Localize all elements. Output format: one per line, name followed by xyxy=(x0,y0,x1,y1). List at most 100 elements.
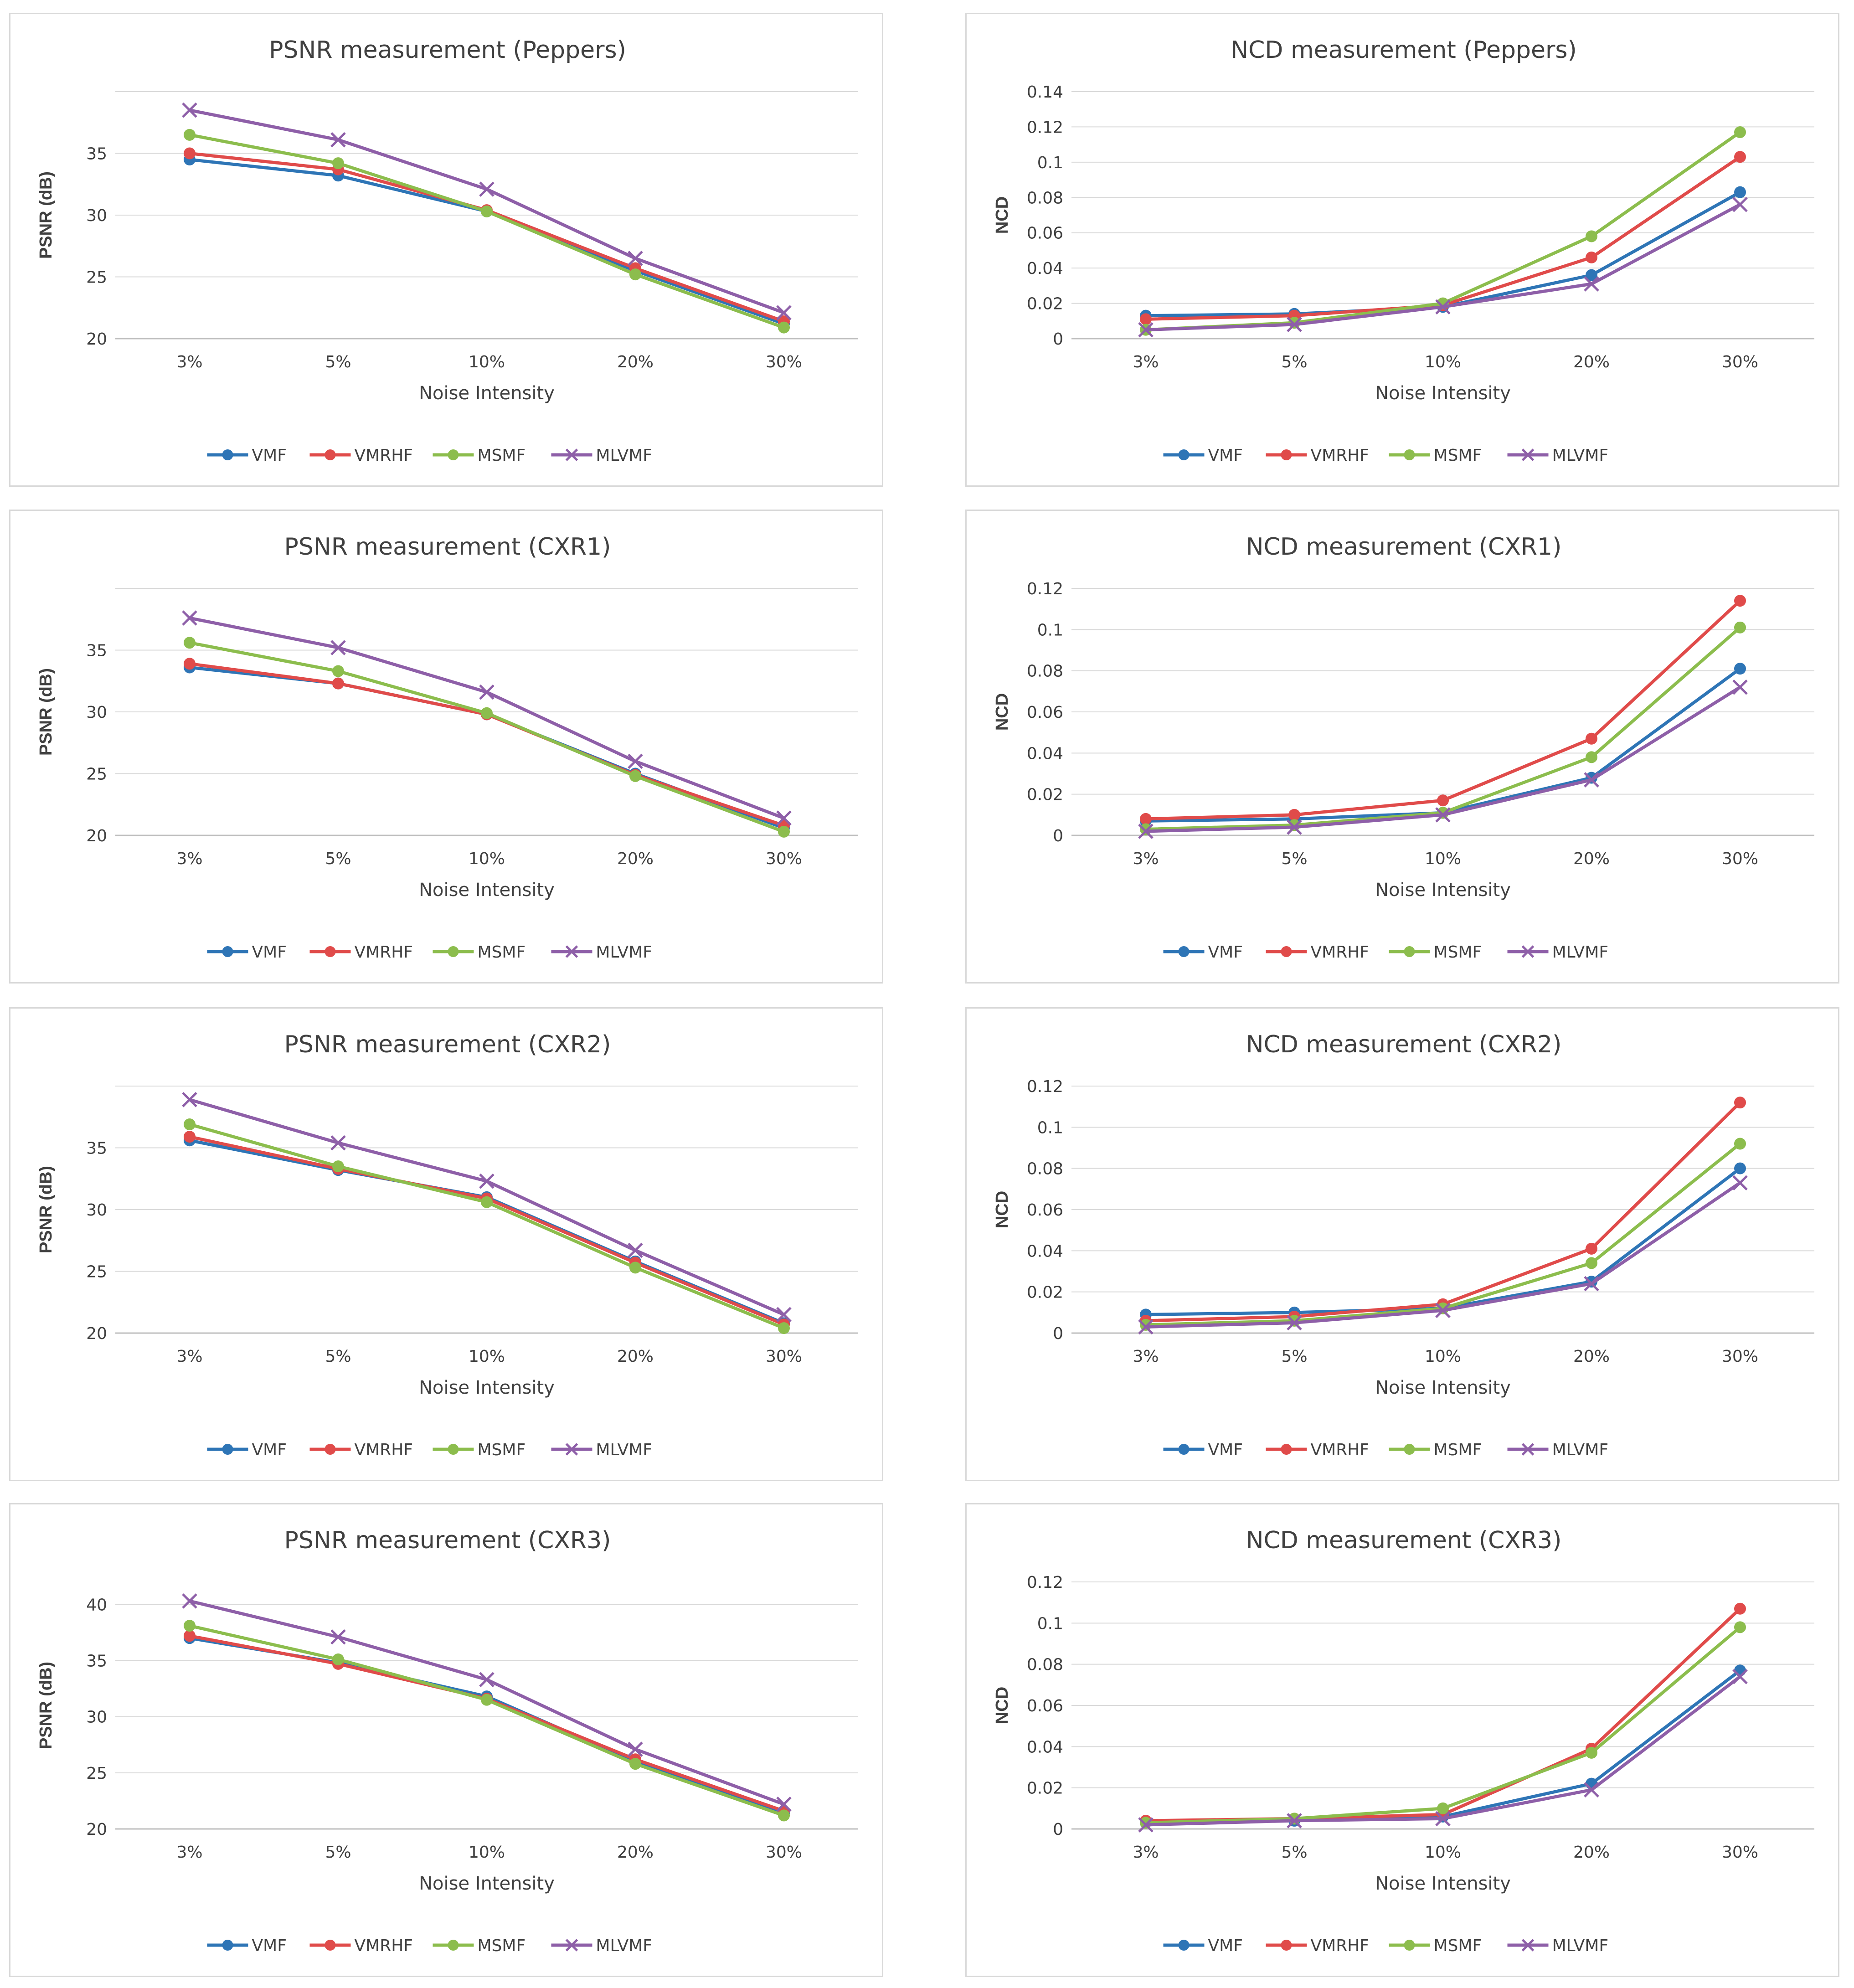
x-tick-label: 30% xyxy=(766,1843,802,1862)
x-axis-title: Noise Intensity xyxy=(419,383,555,404)
y-tick-label: 0 xyxy=(1053,1324,1063,1343)
x-tick-label: 5% xyxy=(1281,850,1307,868)
y-tick-label: 0.08 xyxy=(1027,662,1063,681)
legend-label: VMF xyxy=(1208,943,1243,962)
series-line-vmrhf xyxy=(1144,599,1742,821)
data-point-mlvmf xyxy=(776,810,792,826)
legend-label: MSMF xyxy=(478,1441,526,1459)
legend-item-vmf: VMF xyxy=(1163,943,1243,962)
y-axis-title: NCD xyxy=(993,196,1012,234)
legend-item-msmf: MSMF xyxy=(1389,1441,1482,1459)
data-point-mlvmf xyxy=(182,1092,197,1107)
series-line-vmrhf xyxy=(188,1135,786,1326)
chart-panel-psnr-cxr3: PSNR measurement (CXR3) 20 25 30 35 40 3% 5% 10%… xyxy=(9,1503,883,1977)
data-point-msmf xyxy=(1288,1314,1300,1327)
data-point-msmf xyxy=(629,1262,641,1274)
data-point-mlvmf xyxy=(1732,680,1748,695)
data-point-mlvmf xyxy=(182,1593,197,1609)
legend-label: VMRHF xyxy=(1311,446,1369,465)
series-line-msmf xyxy=(1144,1625,1742,1824)
legend-item-mlvmf: MLVMF xyxy=(1507,1936,1609,1955)
legend-label: MSMF xyxy=(1434,1441,1482,1459)
legend-label: VMF xyxy=(1208,446,1243,465)
y-tick-label: 30 xyxy=(86,1708,107,1727)
data-point-vmrhf xyxy=(332,677,344,690)
legend-label: MSMF xyxy=(1434,1936,1482,1955)
data-point-msmf xyxy=(332,1160,344,1173)
chart-title: NCD measurement (CXR2) xyxy=(1246,1031,1562,1058)
data-point-mlvmf xyxy=(628,753,643,769)
legend-item-vmrhf: VMRHF xyxy=(309,1936,413,1955)
legend-item-vmrhf: VMRHF xyxy=(1266,1936,1369,1955)
y-tick-label: 25 xyxy=(86,1263,107,1282)
data-point-mlvmf xyxy=(1435,299,1451,315)
x-tick-label: 10% xyxy=(1425,1843,1461,1862)
legend-label: MLVMF xyxy=(1552,1936,1609,1955)
y-tick-label: 0.12 xyxy=(1027,580,1063,598)
y-tick-label: 0.04 xyxy=(1027,744,1063,763)
y-tick-label: 0 xyxy=(1053,330,1063,349)
y-tick-label: 30 xyxy=(86,703,107,722)
legend-label: VMF xyxy=(252,1441,287,1459)
chart-title: PSNR measurement (Peppers) xyxy=(269,36,626,64)
legend-label: MLVMF xyxy=(596,943,653,962)
legend-label: MLVMF xyxy=(596,1441,653,1459)
data-point-vmrhf xyxy=(184,658,196,670)
x-tick-label: 3% xyxy=(1133,1347,1159,1366)
x-tick-label: 20% xyxy=(1573,1843,1610,1862)
y-tick-label: 0.02 xyxy=(1027,786,1063,804)
legend-item-vmrhf: VMRHF xyxy=(1266,943,1369,962)
legend-item-mlvmf: MLVMF xyxy=(551,446,652,465)
data-point-mlvmf xyxy=(776,1797,792,1812)
data-point-msmf xyxy=(1586,751,1597,763)
data-point-mlvmf xyxy=(330,132,346,148)
data-point-mlvmf xyxy=(1584,276,1599,292)
x-tick-label: 3% xyxy=(176,353,202,371)
legend-label: VMRHF xyxy=(1311,1441,1369,1459)
y-tick-label: 0.06 xyxy=(1027,703,1063,722)
data-point-vmrhf xyxy=(1734,595,1746,607)
legend-item-mlvmf: MLVMF xyxy=(551,1936,652,1955)
y-tick-label: 30 xyxy=(86,1201,107,1220)
data-point-msmf xyxy=(629,770,641,782)
series-line-vmrhf xyxy=(1144,1607,1742,1823)
legend-label: VMF xyxy=(1208,1936,1243,1955)
data-point-mlvmf xyxy=(182,102,197,118)
series-line-vmf xyxy=(188,1138,786,1325)
data-point-vmrhf xyxy=(184,1630,196,1642)
y-tick-label: 20 xyxy=(86,827,107,845)
chart-svg: NCD measurement (CXR3) 0 0.02 0.04 0.06 0.08 0… xyxy=(993,1527,1814,1955)
x-tick-label: 3% xyxy=(176,1843,202,1862)
legend-item-vmf: VMF xyxy=(1163,446,1243,465)
series-line-vmrhf xyxy=(188,662,786,827)
legend-item-vmf: VMF xyxy=(207,943,287,962)
data-point-vmf xyxy=(1734,1162,1746,1174)
data-point-msmf xyxy=(1140,1318,1152,1331)
data-point-mlvmf xyxy=(1584,1276,1599,1292)
legend-item-vmf: VMF xyxy=(207,1936,287,1955)
y-tick-label: 0.1 xyxy=(1037,621,1063,639)
x-tick-label: 10% xyxy=(1425,1347,1461,1366)
legend-label: VMRHF xyxy=(1311,943,1369,962)
chart-title: NCD measurement (CXR3) xyxy=(1246,1527,1562,1554)
data-point-mlvmf xyxy=(1138,1817,1154,1833)
data-point-vmrhf xyxy=(1288,809,1300,821)
data-point-mlvmf xyxy=(1138,322,1154,338)
data-point-vmf xyxy=(1734,663,1746,675)
x-tick-label: 20% xyxy=(617,1843,654,1862)
chart-panel-ncd-peppers: NCD measurement (Peppers) 0 0.02 0.04 0.06 0.… xyxy=(965,13,1839,487)
legend-item-vmrhf: VMRHF xyxy=(309,1441,413,1459)
data-point-vmrhf xyxy=(1734,1097,1746,1109)
legend-label: VMRHF xyxy=(355,446,413,465)
data-point-vmrhf xyxy=(1734,1602,1746,1615)
y-tick-label: 0.08 xyxy=(1027,1656,1063,1674)
data-point-mlvmf xyxy=(1435,1303,1451,1318)
data-point-mlvmf xyxy=(776,305,792,320)
x-axis-title: Noise Intensity xyxy=(1375,383,1511,404)
data-point-vmrhf xyxy=(1734,151,1746,163)
legend-label: MLVMF xyxy=(1552,1441,1609,1459)
legend-item-mlvmf: MLVMF xyxy=(551,943,653,962)
legend-item-mlvmf: MLVMF xyxy=(1507,1441,1609,1459)
x-tick-label: 30% xyxy=(1722,1843,1758,1862)
x-tick-label: 20% xyxy=(617,850,654,868)
